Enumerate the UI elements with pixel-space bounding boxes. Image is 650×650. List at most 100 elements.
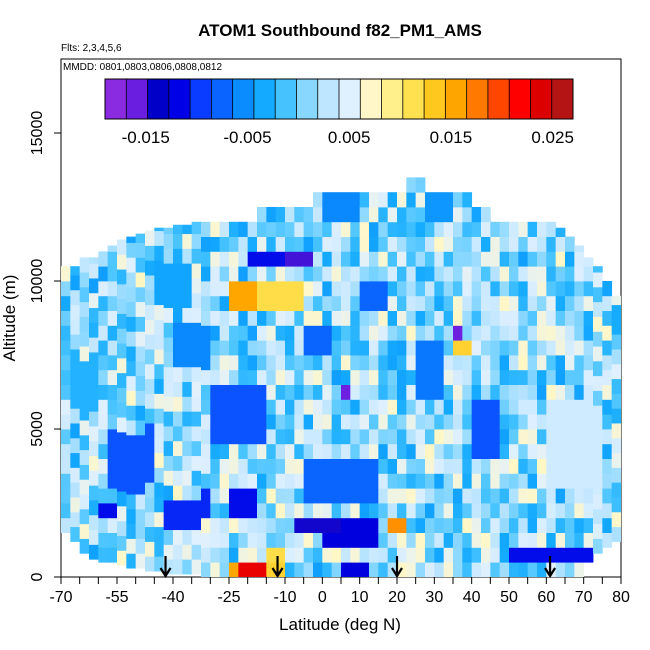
curtain-cell [154, 437, 165, 454]
curtain-cell [61, 429, 71, 445]
curtain-cell [406, 355, 417, 371]
curtain-cell [490, 414, 501, 430]
curtain-cell [313, 369, 323, 385]
curtain-cell [79, 538, 90, 554]
curtain-cell [247, 369, 258, 385]
curtain-cell [210, 281, 221, 297]
curtain-cell [425, 340, 435, 356]
curtain-cell [341, 458, 351, 474]
curtain-cell [481, 517, 491, 533]
curtain-cell [135, 553, 146, 569]
curtain-cell [275, 399, 286, 415]
curtain-cell [499, 266, 510, 282]
curtain-cell [219, 458, 230, 474]
curtain-cell [126, 553, 137, 569]
curtain-cell [191, 529, 202, 545]
curtain-cell [89, 322, 99, 338]
curtain-cell [70, 304, 81, 320]
curtain-cell [434, 340, 445, 356]
curtain-cell [61, 443, 71, 459]
curtain-cell [537, 443, 547, 459]
curtain-cell [313, 443, 323, 459]
curtain-cell [191, 221, 202, 235]
curtain-cell [229, 503, 239, 519]
curtain-cell [378, 384, 389, 400]
colorbar-label: 0.025 [531, 128, 574, 147]
curtain-cell [238, 369, 249, 385]
curtain-cell [61, 340, 71, 356]
curtain-cell [201, 325, 211, 341]
curtain-cell [350, 503, 361, 519]
curtain-cell [537, 310, 547, 326]
curtain-cell [509, 340, 519, 356]
curtain-cell [247, 429, 258, 445]
curtain-cell [257, 429, 267, 445]
curtain-cell [341, 221, 351, 237]
curtain-cell [490, 532, 501, 548]
curtain-cell [229, 340, 239, 356]
curtain-cell [425, 221, 435, 237]
curtain-cell [322, 295, 333, 311]
curtain-cell [462, 369, 473, 385]
curtain-cell [201, 562, 211, 577]
curtain-cell [201, 458, 211, 474]
curtain-cell [163, 292, 174, 309]
curtain-cell [210, 340, 221, 356]
curtain-cell [163, 307, 174, 323]
curtain-cell [602, 310, 613, 326]
curtain-cell [490, 488, 501, 504]
curtain-cell [201, 503, 211, 519]
curtain-cell [397, 221, 407, 237]
curtain-cell [611, 378, 621, 394]
curtain-cell [397, 310, 407, 326]
curtain-cell [219, 414, 230, 430]
curtain-cell [294, 295, 305, 311]
curtain-cell [350, 251, 361, 267]
curtain-cell [611, 452, 621, 468]
curtain-cell [462, 266, 473, 282]
curtain-cell [294, 207, 305, 223]
curtain-cell [341, 517, 351, 533]
curtain-cell [182, 544, 193, 560]
curtain-cell [499, 295, 510, 311]
curtain-cell [182, 278, 193, 294]
curtain-cell [574, 517, 585, 533]
curtain-cell [350, 414, 361, 430]
curtain-cell [602, 414, 613, 430]
curtain-cell [359, 295, 370, 311]
curtain-cell [611, 467, 621, 483]
curtain-cell [518, 221, 529, 237]
curtain-cell [247, 399, 258, 415]
curtain-cell [117, 283, 127, 300]
curtain-cell [415, 488, 426, 504]
curtain-cell [201, 399, 211, 415]
curtain-cell [490, 236, 501, 252]
curtain-cell [406, 547, 417, 563]
curtain-cell [406, 281, 417, 297]
curtain-cell [163, 500, 174, 516]
curtain-cell [490, 251, 501, 267]
curtain-cell [285, 340, 295, 356]
curtain-cell [406, 295, 417, 311]
curtain-cell [555, 458, 566, 474]
curtain-cell [406, 562, 417, 577]
curtain-cell [453, 192, 463, 208]
curtain-cell [359, 221, 370, 237]
curtain-cell [322, 236, 333, 252]
curtain-cell [593, 286, 603, 303]
curtain-cell [303, 429, 314, 445]
curtain-cell [499, 532, 510, 548]
curtain-cell [341, 414, 351, 430]
curtain-cell [583, 547, 594, 563]
x-tick-label: 70 [575, 589, 593, 606]
curtain-cell [135, 242, 146, 258]
curtain-cell [257, 488, 267, 504]
curtain-cell [210, 266, 221, 282]
curtain-cell [406, 443, 417, 459]
curtain-cell [275, 517, 286, 533]
curtain-cell [331, 221, 342, 237]
curtain-cell [294, 221, 305, 237]
curtain-cell [201, 221, 211, 237]
curtain-cell [117, 269, 127, 285]
curtain-cell [191, 248, 202, 264]
